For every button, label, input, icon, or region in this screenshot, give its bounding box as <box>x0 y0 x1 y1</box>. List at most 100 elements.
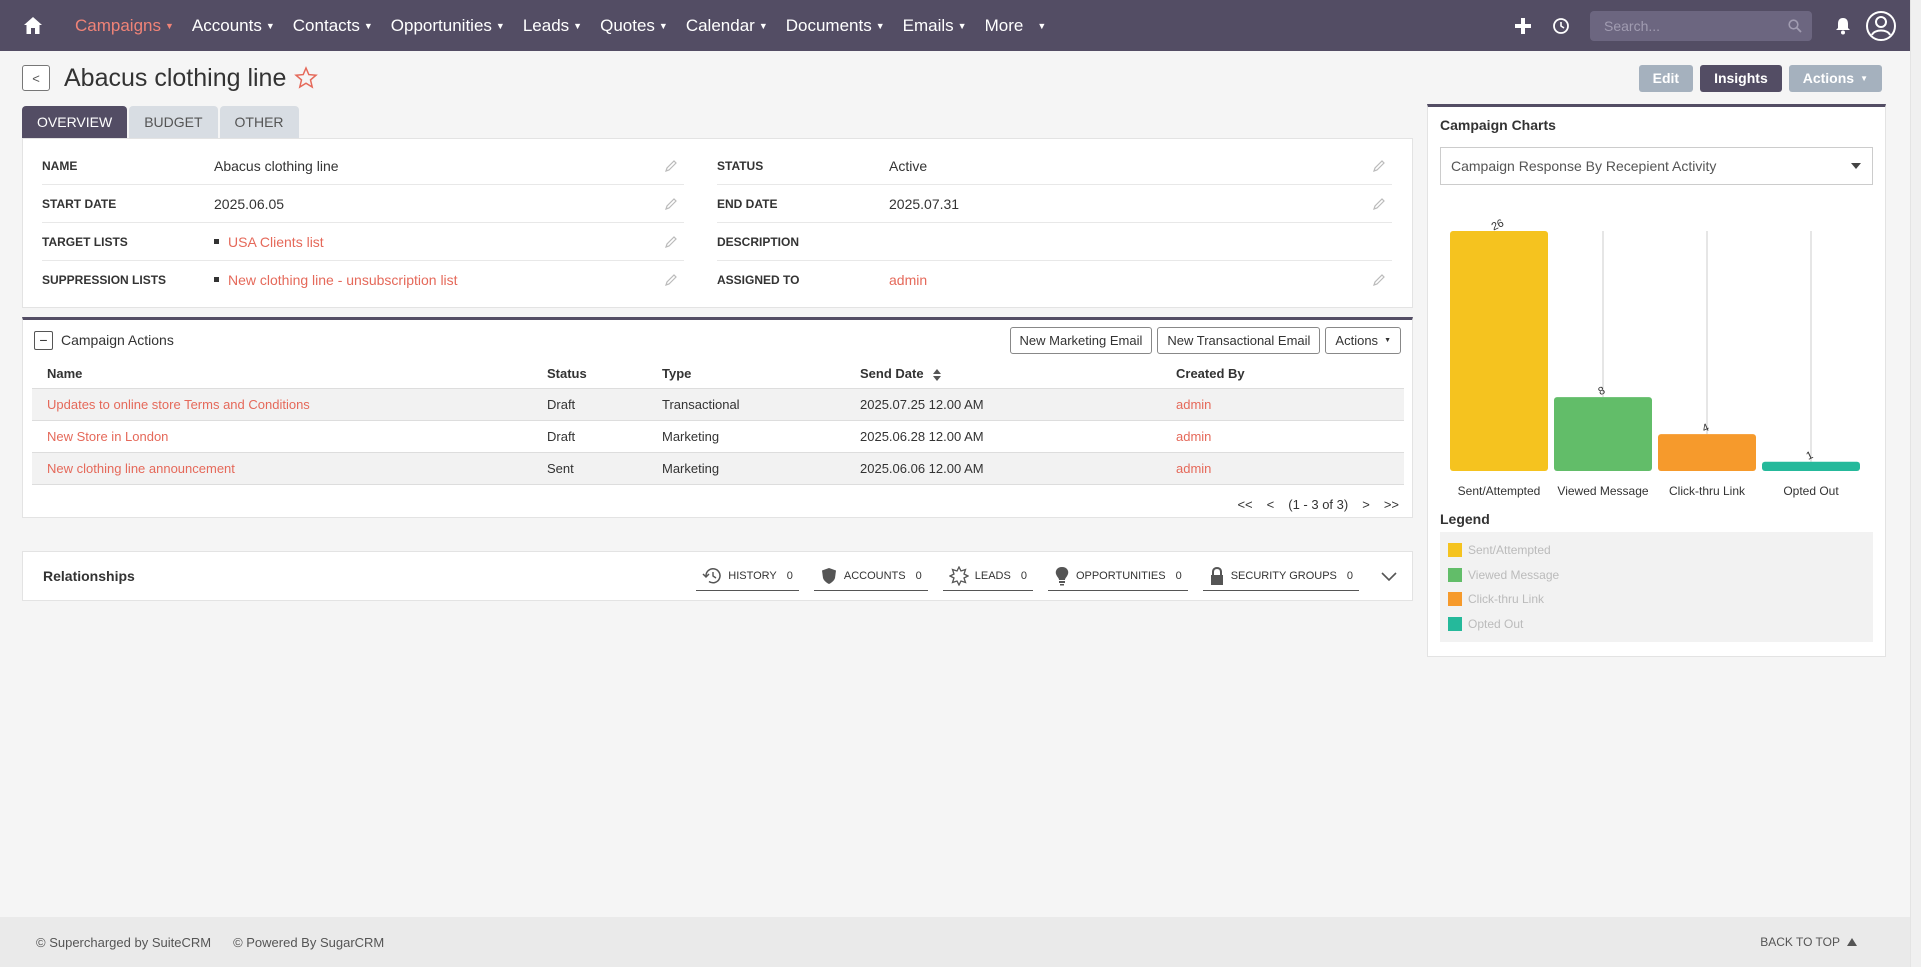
rel-tab-history[interactable]: HISTORY 0 <box>696 561 799 591</box>
pencil-icon[interactable] <box>664 159 678 173</box>
chart-bar[interactable] <box>1658 434 1756 471</box>
insights-button[interactable]: Insights <box>1700 64 1782 92</box>
column-header-created-by[interactable]: Created By <box>1176 366 1245 382</box>
back-button[interactable]: < <box>22 65 50 91</box>
caret-down-icon: ▼ <box>265 20 275 31</box>
nav-opportunities[interactable]: Opportunities ▼ <box>382 0 514 51</box>
recently-viewed-button[interactable] <box>1542 0 1580 51</box>
row-created-by-link[interactable]: admin <box>1161 451 1404 485</box>
campaign-action-name-link[interactable]: New clothing line announcement <box>32 451 532 485</box>
pencil-icon[interactable] <box>1372 197 1386 211</box>
legend-title: Legend <box>1440 511 1490 527</box>
global-search-input[interactable]: Search... <box>1590 10 1812 41</box>
actions-label: Actions <box>1335 332 1379 348</box>
tab-other[interactable]: OTHER <box>219 106 299 138</box>
pencil-icon[interactable] <box>1372 159 1386 173</box>
chart-bar[interactable] <box>1762 461 1860 471</box>
rel-tab-security-groups[interactable]: SECURITY GROUPS 0 <box>1202 561 1359 591</box>
row-status: Draft <box>532 419 647 452</box>
target-list-link[interactable]: USA Clients list <box>228 233 324 250</box>
favorite-star-icon[interactable] <box>294 66 319 90</box>
chart-bar[interactable] <box>1450 231 1548 471</box>
nav-documents[interactable]: Documents ▼ <box>777 0 894 51</box>
nav-label: Accounts <box>191 15 262 35</box>
quick-create-button[interactable] <box>1504 0 1542 51</box>
rel-tab-leads[interactable]: LEADS 0 <box>942 561 1033 591</box>
name-field: NAME Abacus clothing line <box>42 147 684 185</box>
rel-tab-accounts[interactable]: ACCOUNTS 0 <box>813 561 928 591</box>
campaign-action-name-link[interactable]: New Store in London <box>32 419 532 452</box>
subpanel-actions-button[interactable]: Actions ▼ <box>1325 326 1401 354</box>
column-header-send-date[interactable]: Send Date <box>845 360 1161 388</box>
nav-contacts[interactable]: Contacts ▼ <box>284 0 382 51</box>
next-page-button[interactable]: > <box>1362 496 1370 512</box>
legend-item[interactable]: Viewed Message <box>1448 563 1865 588</box>
nav-label: Campaigns <box>75 15 161 35</box>
legend-item[interactable]: Sent/Attempted <box>1448 538 1865 563</box>
nav-quotes[interactable]: Quotes ▼ <box>591 0 677 51</box>
back-to-top-link[interactable]: BACK TO TOP <box>1760 935 1858 949</box>
assigned-user-link[interactable]: admin <box>889 272 928 288</box>
chart-bar[interactable] <box>1554 397 1652 471</box>
actions-dropdown-button[interactable]: Actions ▼ <box>1788 64 1882 92</box>
collapse-toggle[interactable]: − <box>34 330 53 350</box>
first-page-button[interactable]: << <box>1237 496 1253 512</box>
pencil-icon[interactable] <box>664 197 678 211</box>
nav-more[interactable]: More ▼ <box>976 0 1056 51</box>
nav-campaigns[interactable]: Campaigns ▼ <box>66 0 183 51</box>
relationships-title: Relationships <box>43 568 135 584</box>
campaign-action-name-link[interactable]: Updates to online store Terms and Condit… <box>32 387 532 420</box>
sort-icon[interactable] <box>932 368 942 382</box>
legend-item[interactable]: Opted Out <box>1448 612 1865 637</box>
caret-down-icon: ▼ <box>875 20 885 31</box>
row-created-by-link[interactable]: admin <box>1161 419 1404 452</box>
last-page-button[interactable]: >> <box>1383 496 1399 512</box>
column-header-name[interactable]: Name <box>47 366 83 382</box>
rel-tab-count: 0 <box>1175 569 1182 582</box>
nav-label: Opportunities <box>390 15 492 35</box>
home-icon <box>24 17 42 34</box>
pencil-icon[interactable] <box>664 235 678 249</box>
legend-swatch <box>1448 592 1462 607</box>
tab-budget[interactable]: BUDGET <box>129 106 218 138</box>
rel-tab-label: SECURITY GROUPS <box>1230 569 1337 582</box>
sugarcrm-credit-link[interactable]: © Powered By SugarCRM <box>233 934 385 950</box>
prev-page-button[interactable]: < <box>1266 496 1275 512</box>
send-date-label: Send Date <box>860 365 924 381</box>
column-header-status[interactable]: Status <box>547 366 587 382</box>
pencil-icon[interactable] <box>1372 273 1386 287</box>
rel-tab-count: 0 <box>1346 569 1353 582</box>
new-transactional-email-button[interactable]: New Transactional Email <box>1157 326 1321 354</box>
legend-item[interactable]: Click-thru Link <box>1448 587 1865 612</box>
edit-button[interactable]: Edit <box>1638 64 1694 92</box>
pencil-icon[interactable] <box>664 273 678 287</box>
chart-type-select[interactable]: Campaign Response By Recepient Activity <box>1440 147 1873 185</box>
notifications-button[interactable] <box>1824 0 1862 51</box>
pagination: << < (1 - 3 of 3) > >> <box>23 485 1412 512</box>
home-button[interactable] <box>0 0 66 51</box>
column-header-type[interactable]: Type <box>662 366 692 382</box>
user-menu-button[interactable] <box>1862 0 1900 51</box>
page-scrollbar[interactable] <box>1910 0 1921 967</box>
nav-leads[interactable]: Leads ▼ <box>514 0 591 51</box>
legend-swatch <box>1448 567 1462 582</box>
detail-row: NAME Abacus clothing line STATUS Active <box>42 147 1392 185</box>
caret-down-icon: ▼ <box>1384 336 1391 344</box>
nav-calendar[interactable]: Calendar ▼ <box>677 0 777 51</box>
row-created-by-link[interactable]: admin <box>1161 387 1404 420</box>
detail-row: SUPPRESSION LISTS New clothing line - un… <box>42 261 1392 299</box>
row-type: Transactional <box>647 387 845 420</box>
search-icon[interactable] <box>1788 18 1802 33</box>
suppression-list-link[interactable]: New clothing line - unsubscription list <box>228 272 458 288</box>
nav-label: Documents <box>785 15 872 35</box>
chevron-down-icon[interactable] <box>1380 570 1398 582</box>
caret-down-icon: ▼ <box>957 20 967 31</box>
new-marketing-email-button[interactable]: New Marketing Email <box>1009 326 1153 354</box>
tab-overview[interactable]: OVERVIEW <box>22 106 128 138</box>
category-tick-label: Viewed Message <box>1557 484 1648 498</box>
detail-row: TARGET LISTS USA Clients list DESCRIPTIO… <box>42 223 1392 261</box>
nav-accounts[interactable]: Accounts ▼ <box>183 0 284 51</box>
suitecrm-credit-link[interactable]: © Supercharged by SuiteCRM <box>36 934 212 950</box>
nav-emails[interactable]: Emails ▼ <box>894 0 976 51</box>
rel-tab-opportunities[interactable]: OPPORTUNITIES 0 <box>1047 561 1188 591</box>
